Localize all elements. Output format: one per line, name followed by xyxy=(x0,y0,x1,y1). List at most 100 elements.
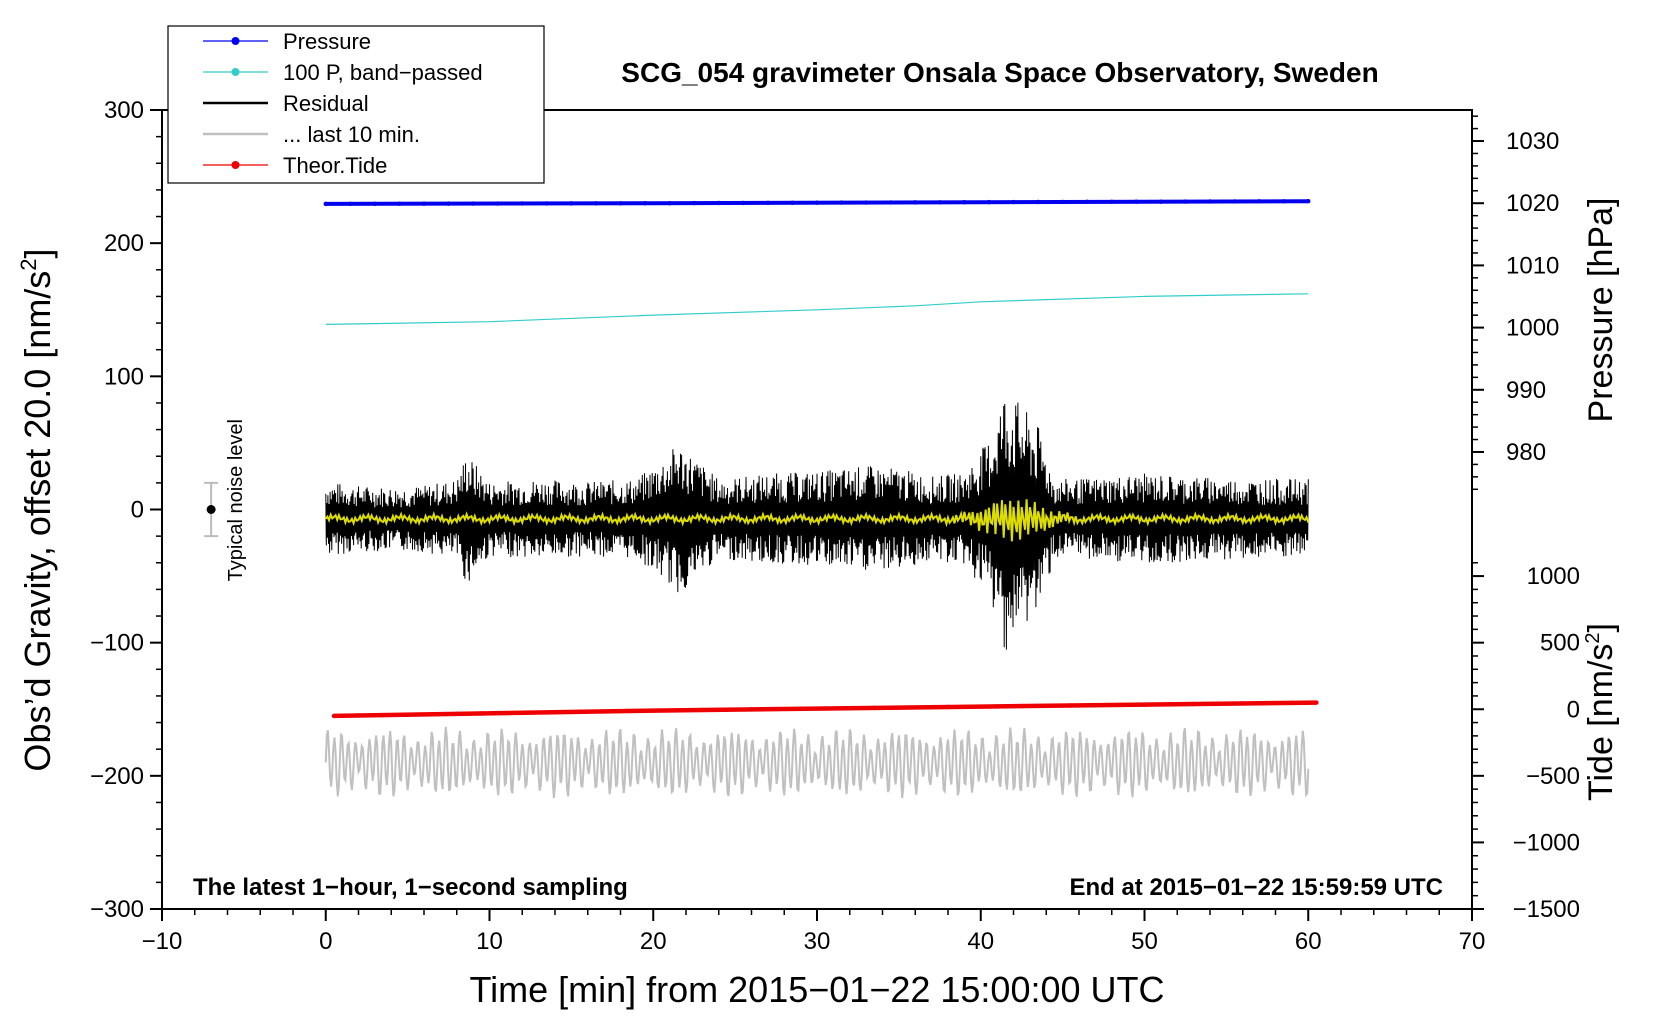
x-tick-label: 10 xyxy=(476,928,503,955)
series-theor-tide-point xyxy=(1240,701,1245,706)
series-pressure-point xyxy=(667,200,672,206)
legend-marker xyxy=(231,68,240,76)
series-theor-tide-point xyxy=(700,707,705,713)
series-pressure-point xyxy=(1281,199,1286,204)
series-pressure-point xyxy=(569,201,574,206)
series-residual xyxy=(325,402,1309,650)
series-pressure-point xyxy=(593,201,599,206)
series-pressure-point xyxy=(1060,199,1065,205)
series-theor-tide-point xyxy=(528,710,533,715)
y-axis-label-left: Obs’d Gravity, offset 20.0 [nm/s2] xyxy=(16,248,58,771)
y-label-main: Obs’d Gravity, offset 20.0 [nm/s xyxy=(17,271,58,772)
x-tick-label: −10 xyxy=(142,928,183,955)
series-theor-tide-point xyxy=(1314,700,1319,705)
legend-entries: Pressure 100 P, band−passed Residual ... la… xyxy=(203,29,483,178)
series-pressure-point xyxy=(765,200,771,206)
series-theor-tide-point xyxy=(405,712,410,717)
series-theor-tide-point xyxy=(1166,702,1172,707)
chart-title: SCG_054 gravimeter Onsala Space Observat… xyxy=(621,57,1378,88)
y-tick-label: 200 xyxy=(104,230,144,257)
tide-tick-label: −500 xyxy=(1526,763,1580,790)
tide-tick-label: 0 xyxy=(1567,696,1580,723)
series-theor-tide-point xyxy=(1215,701,1221,706)
series-theor-tide-point xyxy=(1117,702,1123,708)
series-pressure-point xyxy=(372,201,378,206)
series-pressure-point xyxy=(618,201,623,206)
y-axis-label-tide: Tide [nm/s2] xyxy=(1582,623,1620,801)
legend-label: 100 P, band−passed xyxy=(283,60,483,85)
series-pressure-point xyxy=(397,201,402,206)
series-pressure-point xyxy=(1256,199,1262,204)
legend-marker xyxy=(231,161,240,169)
series-pressure-point xyxy=(741,200,746,206)
x-tick-label: 0 xyxy=(319,928,332,955)
tide-label-sup: 2 xyxy=(1582,632,1604,643)
series-theor-tide-point xyxy=(552,710,558,715)
pressure-tick-label: 990 xyxy=(1506,377,1546,404)
series-theor-tide-point xyxy=(1019,703,1024,709)
series-theor-tide-point xyxy=(872,705,877,711)
series-pressure-point xyxy=(716,200,721,206)
x-ticks: −10 0 10 20 30 40 50 60 70 xyxy=(142,909,1486,955)
series-theor-tide-point xyxy=(921,705,926,710)
x-tick-label: 70 xyxy=(1459,928,1486,955)
series-pressure-point xyxy=(1207,199,1213,204)
series-pressure-point xyxy=(691,200,697,206)
y-axis-label-pressure: Pressure [hPa] xyxy=(1582,198,1620,423)
series-pressure-point xyxy=(1109,199,1114,204)
tide-tick-label: 1000 xyxy=(1527,563,1580,590)
pressure-tick-label: 1000 xyxy=(1506,315,1559,342)
series-pressure-point xyxy=(1084,199,1090,205)
y-tick-label: −300 xyxy=(90,896,144,923)
pressure-tick-label: 1020 xyxy=(1506,190,1559,217)
series-pressure-point xyxy=(1035,199,1041,205)
x-tick-label: 40 xyxy=(967,928,994,955)
x-tick-label: 20 xyxy=(640,928,667,955)
y-tick-label: 300 xyxy=(104,97,144,124)
noise-dot xyxy=(206,505,216,514)
noise-marker: Typical noise level xyxy=(204,419,247,581)
legend-label: ... last 10 min. xyxy=(283,122,420,147)
series-pressure-point xyxy=(1306,199,1311,204)
y-tick-label: 0 xyxy=(131,497,144,524)
series-theor-tide-point xyxy=(847,705,852,711)
series-theor-tide-point xyxy=(970,704,975,709)
pressure-tick-label: 980 xyxy=(1506,439,1546,466)
series-theor-tide-point xyxy=(429,712,435,717)
series-pressure-point xyxy=(323,201,328,207)
series-pressure-point xyxy=(1011,199,1016,205)
series-theor-tide-point xyxy=(749,707,754,712)
series-pressure-point xyxy=(1134,199,1139,204)
tide-tick-label: −1500 xyxy=(1513,896,1580,923)
series-group xyxy=(323,199,1319,799)
series-pressure-point xyxy=(913,200,918,205)
series-theor-tide-point xyxy=(626,708,631,714)
series-pressure-point xyxy=(888,200,893,205)
y-label-sup: 2 xyxy=(16,258,41,270)
legend: Pressure 100 P, band−passed Residual ... la… xyxy=(167,25,545,184)
series-pressure-point xyxy=(495,201,500,206)
series-theor-tide-point xyxy=(675,708,681,713)
series-theor-tide-point xyxy=(724,707,730,712)
series-pressure-point xyxy=(814,200,820,205)
legend-label: Theor.Tide xyxy=(283,153,387,178)
y-tick-label: −200 xyxy=(90,763,144,790)
series-theor-tide-point xyxy=(1044,703,1049,709)
series-theor-tide-point xyxy=(503,710,509,716)
series-theor-tide-point xyxy=(822,706,828,711)
series-theor-tide-point xyxy=(1142,702,1147,707)
annotation-left: The latest 1−hour, 1−second sampling xyxy=(193,874,628,901)
series-theor-tide-point xyxy=(577,709,582,715)
series-theor-tide-point xyxy=(454,711,459,717)
series-theor-tide-point xyxy=(331,713,337,719)
series-pressure-point xyxy=(962,200,967,205)
x-axis-label: Time [min] from 2015−01−22 15:00:00 UTC xyxy=(469,969,1164,1010)
annotation-right: End at 2015−01−22 15:59:59 UTC xyxy=(1069,874,1443,901)
series-theor-tide-point xyxy=(380,712,386,718)
series-theor-tide xyxy=(333,700,1317,719)
series-theor-tide-point xyxy=(356,713,361,718)
x-tick-label: 50 xyxy=(1131,928,1158,955)
series-theor-tide-point xyxy=(601,709,607,714)
series-theor-tide-point xyxy=(1068,703,1074,708)
